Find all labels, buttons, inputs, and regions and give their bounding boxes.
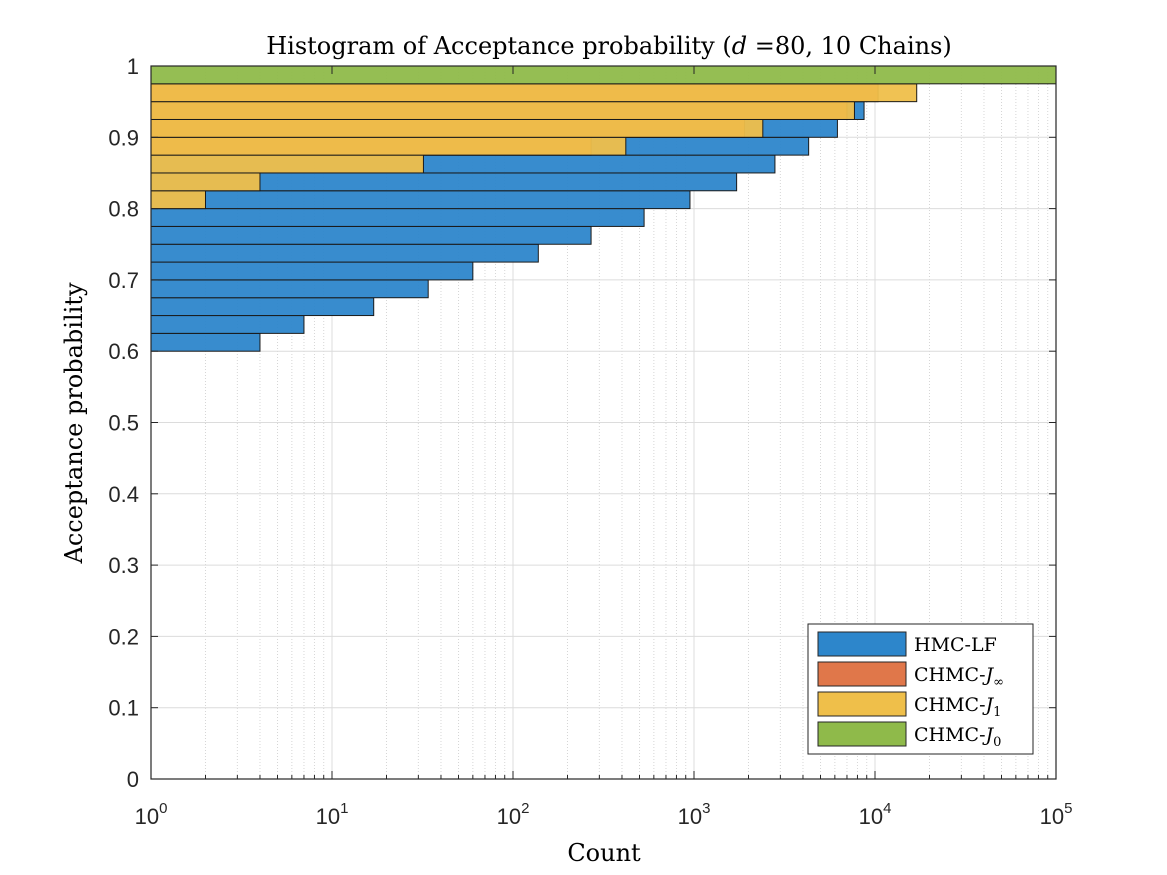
legend-swatch-chmc-j-0 (817, 721, 907, 747)
bar-hmc-lf-bin-3 (150, 279, 429, 299)
bar-chmc-j-1-bin-10 (150, 154, 424, 174)
legend-label-j: J (982, 724, 995, 746)
x-tick-base: 10 (316, 804, 340, 829)
x-tick-exponent: 3 (702, 800, 710, 817)
bar-chmc-j-1-bin-9 (150, 172, 261, 192)
bar-hmc-lf-bin-6 (150, 225, 592, 245)
legend-label-hmc-lf: HMC-LF (914, 634, 997, 656)
legend-label-subscript: 1 (993, 705, 1001, 720)
x-tick-base: 10 (859, 804, 883, 829)
x-tick-label: 101 (316, 800, 349, 829)
x-tick-label: 103 (678, 800, 711, 829)
title-suffix: =80, 10 Chains) (747, 32, 952, 60)
bar-hmc-lf-bin-1 (150, 315, 305, 334)
y-tick-label: 0.4 (108, 482, 139, 507)
bar-chmc-j-1-bin-14 (150, 83, 918, 103)
y-tick-label: 1 (127, 54, 139, 79)
legend-label-base: HMC-LF (914, 634, 997, 656)
legend-label-base: CHMC- (914, 694, 986, 716)
bar-chmc-j-0-bin-15 (150, 65, 1057, 85)
y-tick-label: 0.6 (108, 339, 139, 364)
legend-label-chmc-j-0: CHMC-J0 (914, 724, 1001, 750)
x-tick-exponent: 5 (1064, 800, 1072, 817)
y-tick-label: 0.5 (108, 411, 139, 436)
legend-label-subscript: ∞ (993, 675, 1004, 690)
bar-hmc-lf-bin-2 (150, 297, 375, 317)
y-tick-label: 0.3 (108, 553, 139, 578)
legend-label-base: CHMC- (914, 664, 986, 686)
x-tick-exponent: 2 (521, 800, 529, 817)
chart-title: Histogram of Acceptance probability (d =… (266, 32, 952, 60)
legend-swatch-hmc-lf (817, 631, 907, 657)
bar-hmc-lf-bin-8 (150, 190, 691, 210)
y-tick-label: 0.9 (108, 125, 139, 150)
x-tick-base: 10 (497, 804, 521, 829)
bar-chmc-j-1-bin-12 (150, 118, 764, 138)
x-tick-base: 10 (678, 804, 702, 829)
x-tick-exponent: 0 (159, 800, 167, 817)
bar-chmc-j-1-bin-8 (150, 190, 206, 210)
legend-label-j: J (982, 694, 995, 716)
y-tick-label: 0 (127, 767, 139, 792)
legend-swatch-chmc-j-1 (817, 691, 907, 717)
legend-label-chmc-j-1: CHMC-J1 (914, 694, 1001, 720)
bar-chmc-j-1-bin-11 (150, 136, 627, 156)
y-tick-label: 0.8 (108, 197, 139, 222)
x-axis-label: Count (567, 839, 641, 867)
y-tick-label: 0.7 (108, 268, 139, 293)
y-axis-label: Acceptance probability (60, 282, 88, 564)
legend-swatch-chmc-j-inf (817, 661, 907, 687)
x-tick-label: 100 (135, 800, 168, 829)
x-tick-exponent: 1 (340, 800, 348, 817)
bar-hmc-lf-bin-4 (150, 261, 474, 281)
y-tick-label: 0.2 (108, 624, 139, 649)
title-prefix: Histogram of Acceptance probability ( (266, 32, 732, 60)
x-tick-exponent: 4 (883, 800, 891, 817)
x-tick-base: 10 (1040, 804, 1064, 829)
legend-label-j: J (982, 664, 995, 686)
bar-chmc-j-1-bin-13 (150, 101, 855, 120)
x-tick-label: 102 (497, 800, 530, 829)
bar-hmc-lf-bin-0 (150, 332, 261, 352)
x-tick-label: 104 (859, 800, 892, 829)
y-tick-label: 0.1 (108, 696, 139, 721)
legend-label-subscript: 0 (993, 735, 1001, 750)
title-italic-d: d (732, 32, 747, 60)
x-tick-label: 105 (1040, 800, 1073, 829)
bar-hmc-lf-bin-7 (150, 208, 645, 227)
bars (150, 65, 1057, 352)
legend-label-chmc-j-inf: CHMC-J∞ (914, 664, 1004, 690)
x-tick-base: 10 (135, 804, 159, 829)
legend-label-base: CHMC- (914, 724, 986, 746)
bar-hmc-lf-bin-5 (150, 243, 539, 263)
